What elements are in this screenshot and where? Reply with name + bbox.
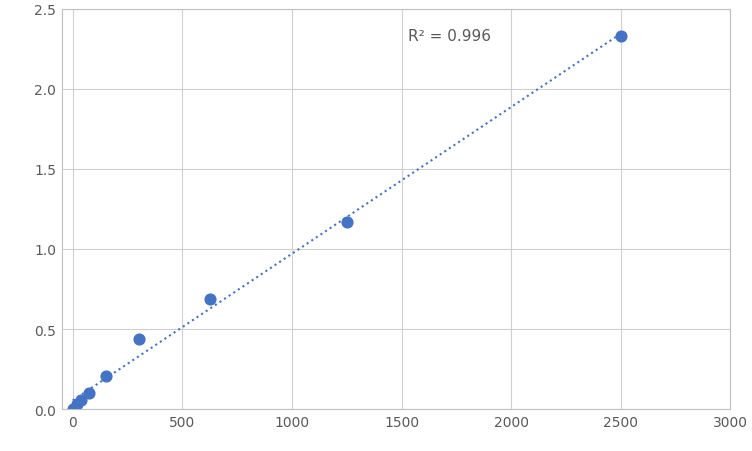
Point <box>67 406 79 413</box>
Point <box>83 390 96 397</box>
Point <box>132 336 144 343</box>
Point <box>341 219 353 226</box>
Text: R² = 0.996: R² = 0.996 <box>408 29 491 44</box>
Point <box>71 401 83 408</box>
Point <box>75 396 87 403</box>
Point <box>204 295 216 303</box>
Point <box>614 33 626 41</box>
Point <box>99 372 111 379</box>
